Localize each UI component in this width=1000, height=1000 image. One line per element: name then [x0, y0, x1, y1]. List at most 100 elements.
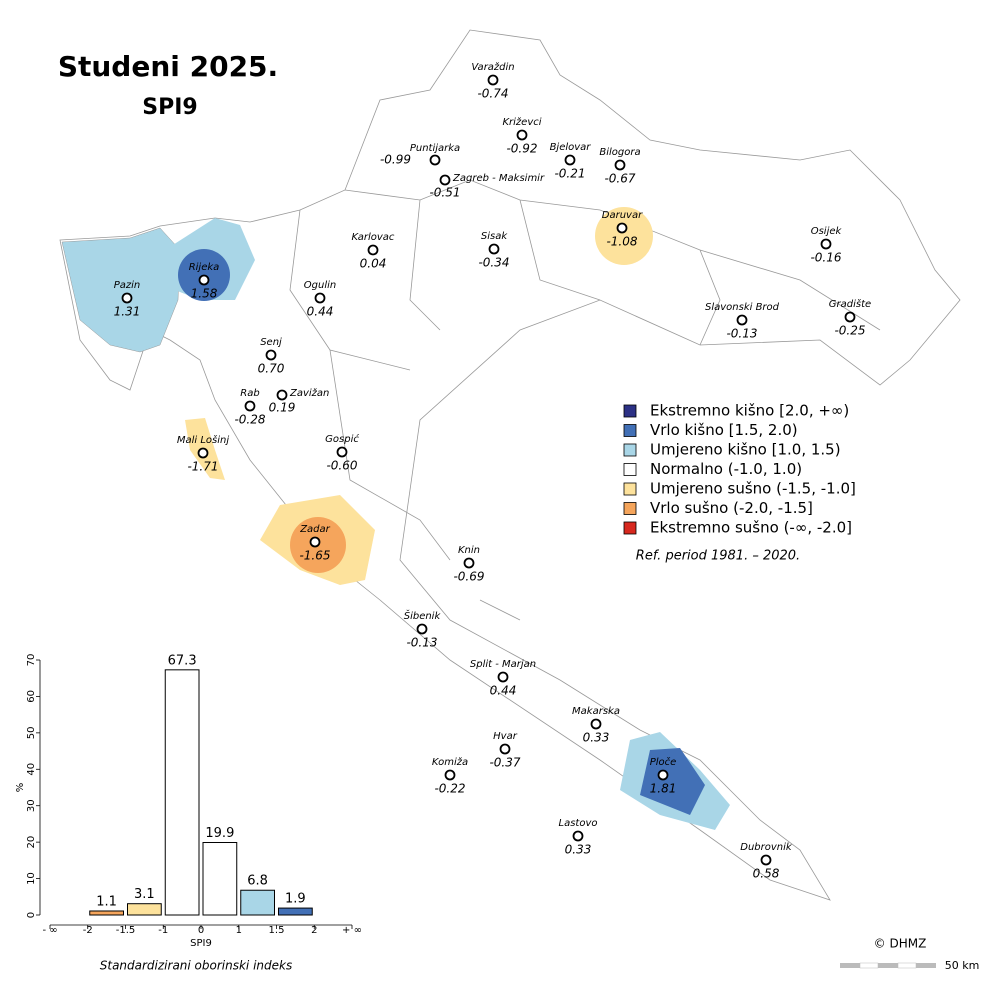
station-name: Split - Marjan: [470, 659, 536, 670]
x-tick-label: 1: [236, 925, 242, 936]
station-marker: [309, 536, 321, 548]
station-marker: [497, 671, 509, 683]
bar-label: 3.1: [134, 887, 155, 902]
station-value: -0.67: [604, 172, 635, 186]
y-tick-label: 50: [26, 726, 37, 739]
bar-label: 6.8: [247, 874, 268, 889]
station-value: -0.60: [326, 459, 357, 473]
scale-bar: [840, 962, 936, 969]
station-marker: [121, 292, 133, 304]
station-name: Bjelovar: [550, 142, 592, 153]
station-name: Dubrovnik: [740, 842, 793, 853]
legend-label: Ekstremno kišno [2.0, +∞): [650, 402, 849, 420]
county-border: [289, 179, 881, 621]
station-name: Osijek: [811, 226, 843, 237]
legend-swatch: [623, 463, 637, 476]
station-value: -0.92: [506, 142, 537, 156]
x-tick-label: -1: [158, 925, 168, 936]
station-name: Gospić: [325, 433, 359, 445]
x-tick-label: + ∞: [342, 925, 362, 936]
station-value: -0.69: [453, 570, 484, 584]
y-tick-label: 60: [26, 690, 37, 703]
station-marker: [197, 447, 209, 459]
station-marker: [572, 830, 584, 842]
station-marker: [736, 314, 748, 326]
legend-label: Umjereno sušno (-1.5, -1.0]: [650, 480, 856, 498]
station-marker: [820, 238, 832, 250]
station-name: Šibenik: [404, 609, 442, 622]
station-value: -0.13: [406, 636, 437, 650]
station-marker: [499, 743, 511, 755]
station-value: -0.22: [434, 782, 465, 796]
station-value: -0.37: [489, 756, 520, 770]
bar: [202, 842, 238, 916]
y-tick-label: 30: [26, 799, 37, 812]
ref-period: Ref. period 1981. – 2020.: [636, 549, 800, 564]
bar: [240, 889, 275, 916]
station-name: Makarska: [572, 706, 620, 717]
station-value: -0.34: [478, 256, 509, 270]
station-value: -1.71: [187, 460, 218, 474]
station-name: Ploče: [650, 756, 677, 768]
x-tick-label: -1.5: [116, 925, 136, 936]
station-name: Komiža: [432, 756, 468, 768]
station-name: Mali Lošinj: [177, 434, 230, 446]
bar-label: 67.3: [168, 653, 197, 668]
station-marker: [244, 400, 256, 412]
x-tick-label: - ∞: [42, 925, 57, 936]
station-name: Karlovac: [352, 232, 395, 243]
x-tick-label: -2: [83, 925, 93, 936]
station-name: Varaždin: [471, 61, 514, 73]
station-name: Ogulin: [304, 280, 336, 291]
histogram: 0 10 20 30 40 50 60 70% - ∞ -2 -1.5 -1 0 1 1.5 2 + ∞ 1.1 3…: [15, 653, 362, 972]
station-value: 0.44: [490, 684, 517, 698]
station-value: 1.31: [114, 305, 141, 319]
station-name: Sisak: [481, 231, 508, 242]
station-marker: [429, 154, 441, 166]
station-name: Križevci: [502, 116, 541, 128]
station-name: Zadar: [299, 524, 330, 535]
zone-daruvar: [595, 207, 653, 265]
station-name: Senj: [260, 337, 282, 348]
station-value: 0.70: [258, 362, 285, 376]
y-tick-label: 0: [26, 912, 37, 918]
legend-label: Vrlo sušno (-2.0, -1.5]: [650, 499, 813, 517]
x-tick-label: 2: [311, 925, 317, 936]
station-marker: [760, 854, 772, 866]
y-tick-label: 70: [26, 654, 37, 667]
legend-label: Normalno (-1.0, 1.0): [650, 460, 802, 478]
station-name: Lastovo: [559, 818, 598, 829]
legend-swatch: [623, 404, 637, 418]
station-name: Gradište: [829, 298, 871, 310]
y-tick-label: 20: [26, 836, 37, 849]
station-name: Pazin: [114, 280, 141, 291]
y-axis-label: %: [15, 783, 26, 793]
legend-swatch: [623, 521, 637, 535]
station-value: 0.19: [269, 401, 296, 415]
station-name: Knin: [458, 545, 480, 556]
stations: Varaždin -0.74 Križevci -0.92 Puntijarka-0.9…: [114, 61, 872, 881]
chart-caption: Standardizirani oborinski indeks: [100, 959, 292, 973]
bar: [89, 910, 124, 916]
station-marker: [463, 557, 475, 569]
station-value: 1.58: [191, 287, 218, 301]
map-subtitle: SPI9: [142, 95, 197, 120]
zone-istria: [61, 227, 181, 353]
legend-swatch: [623, 482, 637, 496]
station-name: Rijeka: [189, 262, 220, 273]
station-name: Rab: [240, 388, 259, 399]
bar: [164, 669, 200, 916]
station-name: Slavonski Brod: [705, 302, 780, 313]
legend-swatch: [623, 443, 637, 457]
bar: [127, 903, 162, 916]
station-marker: [844, 311, 856, 323]
station-marker: [564, 154, 576, 166]
station-value: -0.51: [429, 186, 460, 200]
station-value: 1.81: [650, 782, 677, 796]
station-value: -0.16: [810, 251, 841, 265]
station-marker: [314, 292, 326, 304]
scale-label: 50 km: [945, 959, 980, 972]
station-value: 0.58: [753, 867, 780, 881]
station-name: Bilogora: [599, 147, 640, 158]
